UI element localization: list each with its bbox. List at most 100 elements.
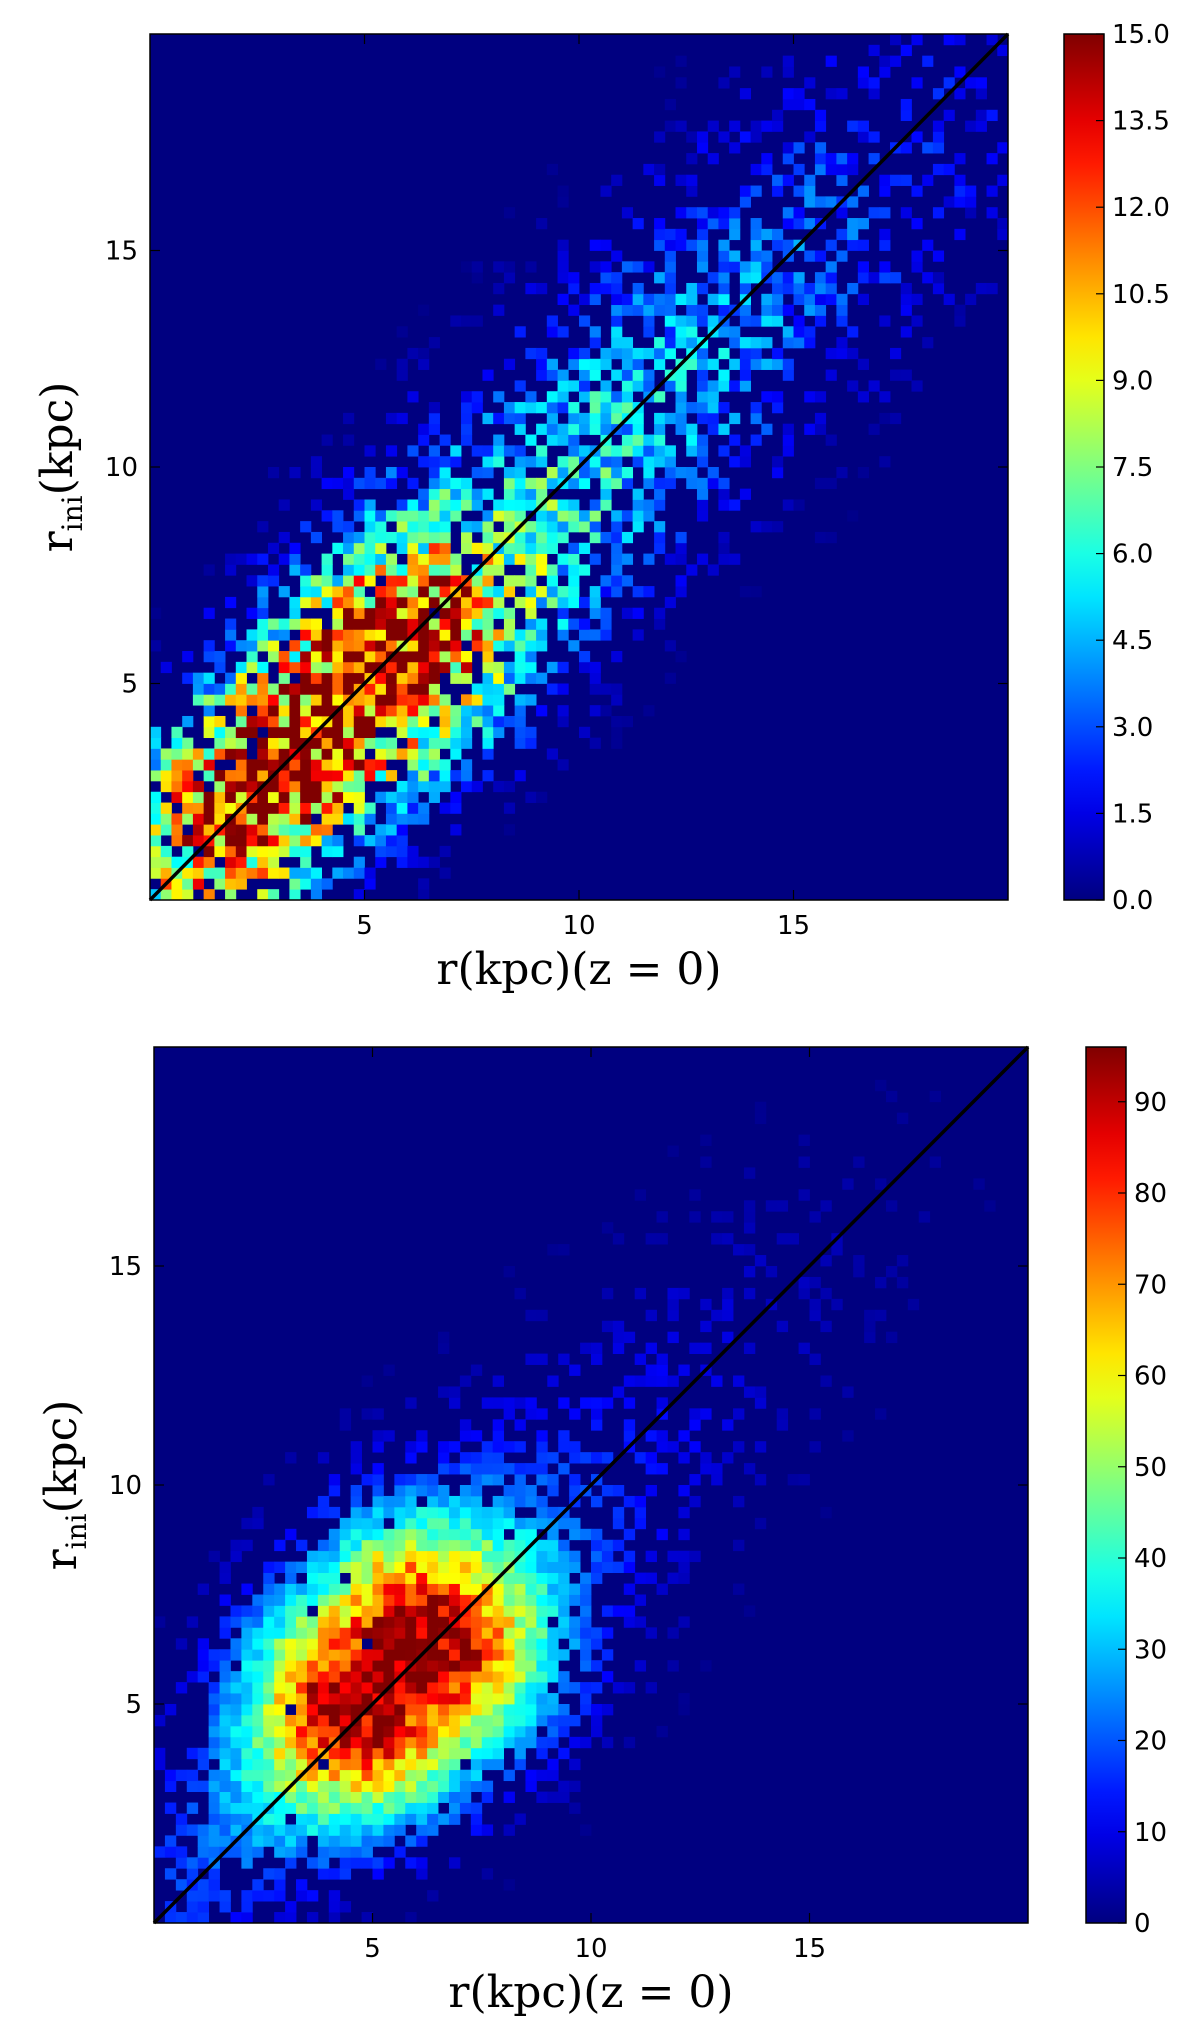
heatmap-cell: [164, 1704, 177, 1716]
heatmap-cell: [621, 304, 634, 316]
heatmap-cell: [547, 1758, 559, 1771]
heatmap-cell: [428, 553, 440, 565]
heatmap-cell: [372, 1835, 384, 1847]
heatmap-cell: [879, 174, 891, 186]
heatmap-cell: [481, 1463, 494, 1475]
heatmap-cell: [825, 293, 837, 306]
heatmap-cell: [733, 1539, 745, 1552]
y-axis-label: rini(kpc): [32, 382, 89, 553]
heatmap-cell: [407, 477, 419, 490]
heatmap-cell: [328, 1802, 341, 1814]
heatmap-cell: [600, 575, 612, 587]
heatmap-cell: [192, 780, 205, 793]
heatmap-cell: [761, 250, 773, 262]
heatmap-cell: [634, 1189, 647, 1201]
heatmap-cell: [274, 1714, 286, 1727]
heatmap-cell: [804, 423, 816, 435]
heatmap-cell: [385, 618, 398, 630]
heatmap-cell: [405, 1441, 417, 1453]
heatmap-cell: [525, 1485, 537, 1497]
heatmap-cell: [317, 1452, 330, 1464]
heatmap-cell: [208, 1649, 220, 1661]
heatmap-cell: [300, 878, 312, 890]
heatmap-cell: [257, 705, 269, 717]
heatmap-cell: [230, 1725, 242, 1738]
heatmap-cell: [164, 1769, 177, 1782]
heatmap-cell: [601, 1550, 614, 1563]
heatmap-cell: [820, 1320, 832, 1333]
heatmap-cell: [482, 629, 494, 641]
heatmap-cell: [503, 1879, 515, 1891]
heatmap-cell: [600, 456, 612, 468]
heatmap-cell: [439, 564, 451, 576]
heatmap-cell: [214, 737, 226, 749]
heatmap-cell: [263, 1758, 275, 1771]
heatmap-cell: [492, 1704, 505, 1716]
heatmap-cell: [383, 1660, 395, 1672]
heatmap-cell: [171, 737, 183, 749]
heatmap-cell: [809, 1309, 821, 1322]
heatmap-cell: [257, 553, 269, 565]
heatmap-cell: [459, 1649, 472, 1661]
heatmap-cell: [375, 586, 387, 598]
heatmap-cell: [675, 326, 687, 338]
heatmap-cell: [405, 1725, 417, 1738]
heatmap-cell: [600, 607, 612, 619]
heatmap-cell: [418, 748, 430, 760]
heatmap-cell: [416, 1747, 428, 1760]
heatmap-cell: [439, 477, 451, 490]
heatmap-cell: [385, 737, 398, 749]
heatmap-cell: [929, 1156, 942, 1168]
heatmap-cell: [182, 748, 194, 760]
heatmap-cell: [503, 1495, 515, 1508]
colorbar: [1085, 1046, 1127, 1924]
heatmap-cell: [328, 1638, 341, 1650]
colorbar-tick-label: 3.0: [1112, 713, 1153, 743]
heatmap-cell: [536, 618, 548, 630]
heatmap-cell: [664, 293, 676, 306]
heatmap-cell: [328, 1890, 341, 1902]
heatmap-cell: [591, 1660, 603, 1672]
heatmap-cell: [621, 358, 634, 370]
heatmap-cell: [274, 1780, 286, 1792]
heatmap-cell: [459, 1660, 472, 1672]
heatmap-cell: [492, 1758, 505, 1771]
heatmap-cell: [160, 802, 172, 814]
heatmap-cell: [707, 272, 719, 284]
heatmap-cell: [353, 564, 365, 576]
heatmap-cell: [546, 596, 558, 609]
heatmap-cell: [654, 347, 666, 360]
heatmap-cell: [428, 488, 440, 500]
heatmap-cell: [492, 1736, 505, 1749]
heatmap-cell: [536, 596, 548, 609]
heatmap-cell: [285, 1583, 297, 1595]
heatmap-cell: [696, 488, 709, 500]
heatmap-cell: [375, 629, 387, 641]
heatmap-cell: [438, 1572, 450, 1584]
heatmap-cell: [492, 1419, 505, 1431]
heatmap-cell: [645, 1485, 657, 1497]
heatmap-cell: [203, 813, 215, 825]
heatmap-cell: [364, 878, 376, 890]
heatmap-cell: [558, 1244, 570, 1256]
heatmap-cell: [591, 1528, 603, 1541]
heatmap-cell: [514, 1572, 526, 1584]
heatmap-cell: [439, 553, 451, 565]
heatmap-cell: [427, 1693, 439, 1705]
heatmap-cell: [656, 1233, 668, 1245]
heatmap-cell: [385, 705, 398, 717]
heatmap-cell: [621, 347, 634, 360]
heatmap-cell: [350, 1572, 362, 1584]
heatmap-cell: [310, 770, 323, 782]
heatmap-cell: [416, 1638, 428, 1650]
heatmap-cell: [558, 1791, 570, 1803]
heatmap-cell: [263, 1725, 275, 1738]
heatmap-cell: [558, 1572, 570, 1584]
heatmap-cell: [416, 1671, 428, 1683]
heatmap-cell: [569, 1758, 581, 1771]
colorbar-tick-label: 13.5: [1112, 107, 1170, 137]
heatmap-cell: [321, 770, 333, 782]
heatmap-cell: [492, 1375, 505, 1387]
heatmap-cell: [514, 737, 526, 749]
heatmap-cell: [383, 1758, 395, 1771]
